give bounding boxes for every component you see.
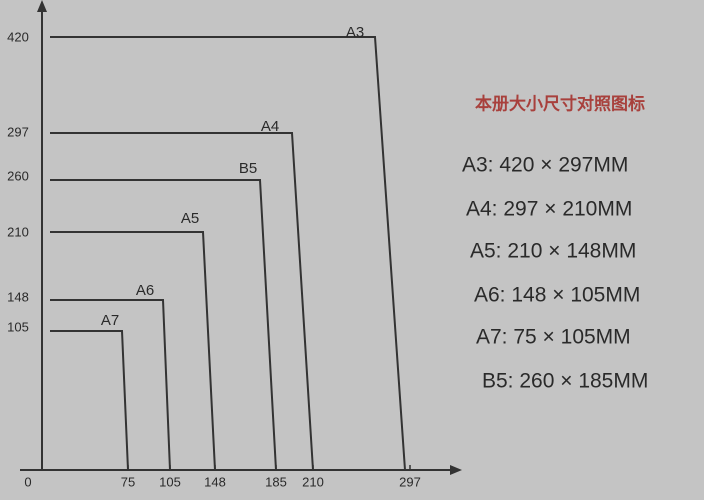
legend-title: 本册大小尺寸对照图标 <box>475 93 645 113</box>
box-label: A4 <box>261 118 279 135</box>
box-label: A7 <box>101 312 119 329</box>
box-label: B5 <box>239 160 257 177</box>
paper-outline <box>50 330 129 471</box>
box-label: A3 <box>346 24 364 41</box>
y-label: 260 <box>7 168 29 183</box>
y-label: 420 <box>7 29 29 44</box>
paper-outline <box>50 179 277 471</box>
x-label: 185 <box>265 474 287 489</box>
y-arrow <box>37 0 47 12</box>
legend-item: A6: 148 × 105MM <box>474 284 640 307</box>
legend-item: A4: 297 × 210MM <box>466 198 632 221</box>
legend-item: A7: 75 × 105MM <box>476 326 631 349</box>
paper-outline <box>50 299 171 471</box>
y-label: 210 <box>7 224 29 239</box>
x-label: 75 <box>121 474 135 489</box>
legend-item: B5: 260 × 185MM <box>482 370 648 393</box>
x-label: 297 <box>399 474 421 489</box>
y-label: 148 <box>7 289 29 304</box>
legend-item: A3: 420 × 297MM <box>462 154 628 177</box>
origin-label: 0 <box>24 474 31 489</box>
x-label: 105 <box>159 474 181 489</box>
box-label: A5 <box>181 210 199 227</box>
y-label: 105 <box>7 319 29 334</box>
y-label: 297 <box>7 124 29 139</box>
x-label: 148 <box>204 474 226 489</box>
paper-outline <box>50 36 406 471</box>
legend-item: A5: 210 × 148MM <box>470 240 636 263</box>
x-arrow <box>450 465 462 475</box>
box-label: A6 <box>136 282 154 299</box>
paper-outline <box>50 132 314 471</box>
x-label: 210 <box>302 474 324 489</box>
paper-outline <box>50 231 216 471</box>
